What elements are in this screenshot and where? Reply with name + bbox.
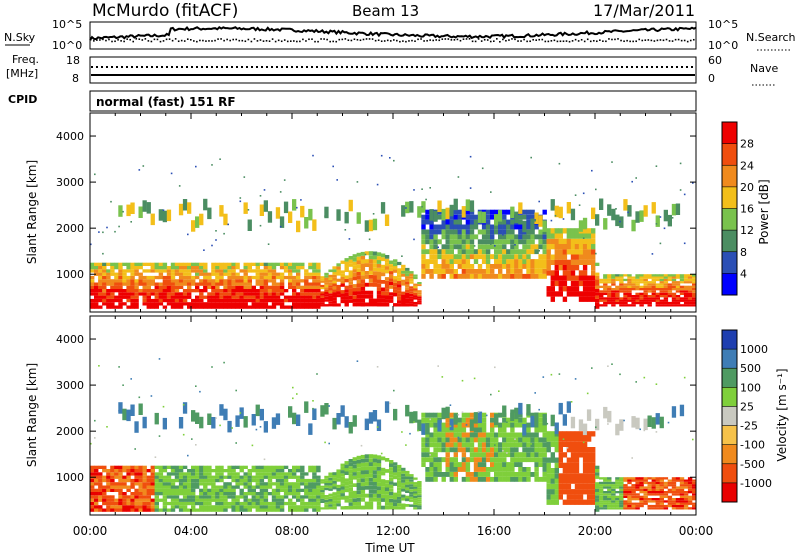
nave-label: Nave xyxy=(750,62,778,75)
y-tick-label: 3000 xyxy=(56,379,84,392)
velocity-scale-tick: 1000 xyxy=(740,343,768,356)
y-tick-label: 3000 xyxy=(56,176,84,189)
power-scale-tick: 28 xyxy=(740,138,754,151)
power-scale-tick: 8 xyxy=(740,246,747,259)
noise-sky-trace xyxy=(89,25,697,41)
power-ylabel: Slant Range [km] xyxy=(25,160,39,264)
y-tick-label: 1000 xyxy=(56,268,84,281)
power-colorbar: 4 8 12 16 20 24 28 xyxy=(721,121,754,296)
noise-right-tick-bottom: 10^0 xyxy=(708,39,738,52)
noise-left-tick-bottom: 10^0 xyxy=(52,39,82,52)
velocity-scale-tick: 25 xyxy=(740,400,754,413)
freq-label-line1: Freq. xyxy=(12,53,39,66)
x-tick-label: 00:00 xyxy=(73,524,108,538)
noise-panel: N.Sky 10^5 10^0 10^5 10^0 N.Search xyxy=(4,18,796,52)
velocity-scale-tick: 500 xyxy=(740,362,761,375)
freq-panel: Freq. [MHz] 18 8 60 0 Nave xyxy=(6,53,778,86)
x-tick-label: 08:00 xyxy=(275,524,310,538)
y-tick-label: 2000 xyxy=(56,222,84,235)
velocity-scale-tick: -500 xyxy=(740,458,765,471)
noise-search-trace xyxy=(90,38,695,43)
power-heatmap xyxy=(90,154,697,309)
nave-tick-top: 60 xyxy=(708,54,722,67)
date-title: 17/Mar/2011 xyxy=(593,1,695,20)
beam-title: Beam 13 xyxy=(352,2,419,20)
velocity-scale-tick: 100 xyxy=(740,381,761,394)
power-scale-tick: 20 xyxy=(740,181,754,194)
power-scale-tick: 16 xyxy=(740,203,754,216)
velocity-scale-tick: -25 xyxy=(740,420,758,433)
noise-left-label: N.Sky xyxy=(4,31,36,44)
power-colorbar-label: Power [dB] xyxy=(757,179,771,244)
power-panel: 1000 2000 3000 4000 Slant Range [km] 4 8 12 16… xyxy=(25,112,771,313)
x-tick-label: 16:00 xyxy=(477,524,512,538)
velocity-scale-tick: -1000 xyxy=(740,477,772,490)
freq-tick-top: 18 xyxy=(66,54,80,67)
station-title: McMurdo (fitACF) xyxy=(92,1,238,21)
x-tick-label: 20:00 xyxy=(578,524,613,538)
x-axis-label: Time UT xyxy=(364,541,415,554)
velocity-panel: 1000 2000 3000 4000 Slant Range [km] 1000 50… xyxy=(25,315,789,516)
velocity-colorbar: 1000 500 100 25 -25 -100 -500 -1000 xyxy=(721,329,772,503)
y-tick-label: 2000 xyxy=(56,425,84,438)
velocity-colorbar-label: Velocity [m s⁻¹] xyxy=(775,368,789,461)
x-tick-label: 00:00 xyxy=(679,524,714,538)
velocity-scale-tick: -100 xyxy=(740,439,765,452)
x-tick-label: 12:00 xyxy=(376,524,411,538)
y-tick-label: 1000 xyxy=(56,471,84,484)
noise-right-tick-top: 10^5 xyxy=(708,18,738,31)
velocity-heatmap xyxy=(90,358,697,512)
power-scale-tick: 4 xyxy=(740,267,747,280)
power-scale-tick: 12 xyxy=(740,224,754,237)
velocity-ylabel: Slant Range [km] xyxy=(25,363,39,467)
y-tick-label: 4000 xyxy=(56,130,84,143)
cpid-value: normal (fast) 151 RF xyxy=(96,95,236,109)
power-scale-tick: 24 xyxy=(740,159,754,172)
cpid-label: CPID xyxy=(8,93,37,106)
noise-right-label: N.Search xyxy=(746,31,796,44)
freq-label-line2: [MHz] xyxy=(6,67,38,80)
x-tick-label: 04:00 xyxy=(174,524,209,538)
freq-tick-bottom: 8 xyxy=(72,72,79,85)
x-axis: 00:00 04:00 08:00 12:00 16:00 20:00 00:00 xyxy=(73,524,714,538)
y-tick-label: 4000 xyxy=(56,333,84,346)
nave-tick-bottom: 0 xyxy=(708,72,715,85)
noise-left-tick-top: 10^5 xyxy=(52,18,82,31)
